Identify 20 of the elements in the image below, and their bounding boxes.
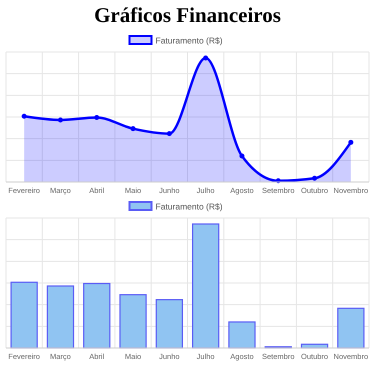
point (58, 118, 63, 122)
bar (156, 299, 184, 349)
point (166, 131, 172, 136)
bar (228, 321, 256, 349)
point (94, 115, 100, 120)
bar (337, 308, 365, 349)
point (130, 126, 136, 132)
bar (83, 282, 110, 349)
point (203, 56, 208, 60)
bar (119, 294, 147, 349)
bar (46, 285, 74, 349)
point (22, 114, 27, 119)
chart-title: Gráficos Financeiros (94, 3, 281, 27)
legend-label: Faturamento (R$) (156, 202, 223, 212)
point (348, 140, 354, 145)
bar (10, 282, 38, 349)
legend-label: Faturamento (R$) (156, 36, 223, 46)
bar (192, 223, 220, 349)
point (312, 176, 318, 181)
point (239, 153, 244, 158)
